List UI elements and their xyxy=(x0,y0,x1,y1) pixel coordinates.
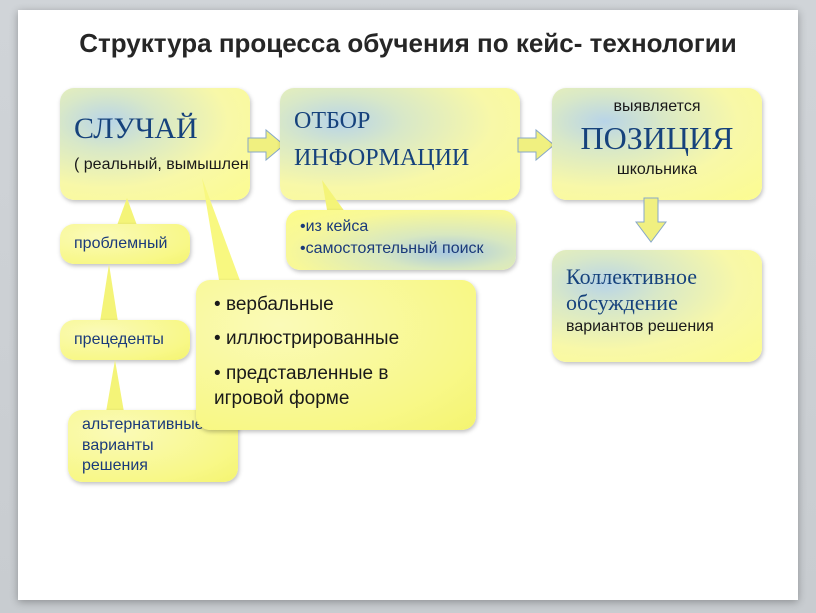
box-position-bottom: школьника xyxy=(566,161,748,179)
callout-info-item2: •самостоятельный поиск xyxy=(300,240,502,258)
box-discussion-sub: вариантов решения xyxy=(566,318,748,336)
box-selection-line1: ОТБОР xyxy=(294,108,506,135)
box-case-title: СЛУЧАЙ xyxy=(74,112,236,146)
callout-center-2: • иллюстрированные xyxy=(214,328,458,350)
callout-precedent: прецеденты xyxy=(60,320,190,360)
box-position-main: ПОЗИЦИЯ xyxy=(566,120,748,157)
callout-center: • вербальные • иллюстрированные • предст… xyxy=(196,280,476,430)
callout-precedent-text: прецеденты xyxy=(74,331,164,349)
callout-info: •из кейса •самостоятельный поиск xyxy=(286,210,516,270)
callout-center-tail xyxy=(190,174,250,294)
box-position: выявляется ПОЗИЦИЯ школьника xyxy=(552,88,762,200)
box-discussion: Коллективное обсуждение вариантов решени… xyxy=(552,250,762,362)
page-title: Структура процесса обучения по кейс- тех… xyxy=(18,28,798,59)
callout-info-item1: •из кейса xyxy=(300,218,502,236)
box-discussion-title: Коллективное обсуждение xyxy=(566,264,748,316)
callout-precedent-tail xyxy=(94,262,124,326)
callout-problem: проблемный xyxy=(60,224,190,264)
box-case-sub: ( реальный, вымышленный) xyxy=(74,156,236,174)
callout-problem-text: проблемный xyxy=(74,235,167,253)
box-selection-line2: ИНФОРМАЦИИ xyxy=(294,145,506,172)
callout-alt-tail xyxy=(100,358,130,416)
callout-center-1: • вербальные xyxy=(214,294,458,316)
slide-canvas: Структура процесса обучения по кейс- тех… xyxy=(18,10,798,600)
callout-center-3: • представленные в игровой форме xyxy=(214,362,458,411)
box-position-top: выявляется xyxy=(566,98,748,116)
arrow-down xyxy=(634,196,668,246)
